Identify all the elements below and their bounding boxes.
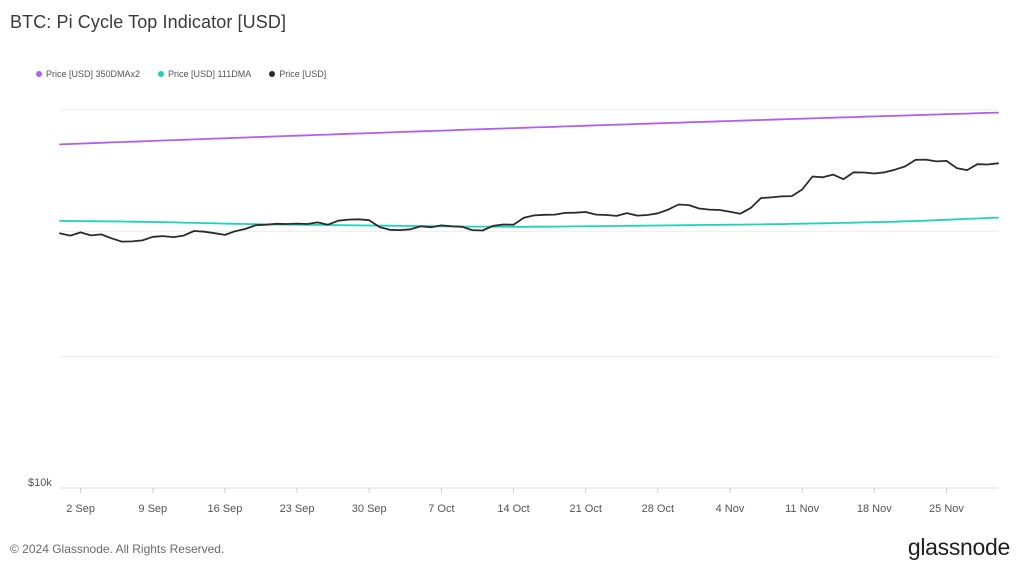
legend-item-111dma[interactable]: Price [USD] 111DMA (158, 69, 251, 79)
x-tick-label-12: 25 Nov (929, 503, 964, 515)
x-tick-label-0: 2 Sep (66, 503, 95, 515)
x-tick-label-8: 28 Oct (642, 503, 674, 515)
glassnode-logo: glassnode (907, 534, 1010, 560)
series-111dma-line (59, 216, 999, 228)
legend-dot-111dma (158, 71, 165, 77)
x-tick-label-11: 18 Nov (857, 503, 892, 515)
series-350dmax2-line (59, 111, 999, 146)
chart-title: BTC: Pi Cycle Top Indicator [USD] (10, 12, 287, 32)
legend-label-111dma: Price [USD] 111DMA (168, 69, 252, 79)
x-tick-label-1: 9 Sep (138, 503, 167, 515)
series-price-line (59, 158, 999, 243)
legend-label-350dma: Price [USD] 350DMAx2 (46, 69, 141, 79)
y-tick-label-0: $10k (28, 477, 52, 489)
x-tick-label-10: 11 Nov (785, 503, 820, 515)
chart-legend: Price [USD] 350DMAx2 Price [USD] 111DMA … (36, 69, 344, 79)
legend-label-price: Price [USD] (279, 69, 327, 79)
x-tick-label-6: 14 Oct (497, 503, 529, 515)
x-tick-label-4: 30 Sep (352, 503, 387, 515)
legend-item-price[interactable]: Price [USD] (269, 69, 326, 79)
x-tick-label-5: 7 Oct (428, 503, 454, 515)
x-axis: 2 Sep 9 Sep 16 Sep 23 Sep 30 Sep 7 Oct 14 Oct 2… (66, 488, 964, 515)
legend-dot-price (269, 71, 276, 77)
x-tick-label-9: 4 Nov (716, 503, 745, 515)
y-axis: $10k (28, 477, 52, 489)
grid-lines (60, 109, 998, 489)
x-tick-label-3: 23 Sep (280, 503, 315, 515)
x-tick-label-7: 21 Oct (569, 503, 601, 515)
legend-dot-350dma (36, 71, 42, 77)
legend-item-350dma[interactable]: Price [USD] 350DMAx2 (36, 69, 140, 79)
x-tick-label-2: 16 Sep (207, 503, 242, 515)
copyright-text: © 2024 Glassnode. All Rights Reserved. (10, 542, 225, 556)
series-layer (59, 111, 999, 243)
